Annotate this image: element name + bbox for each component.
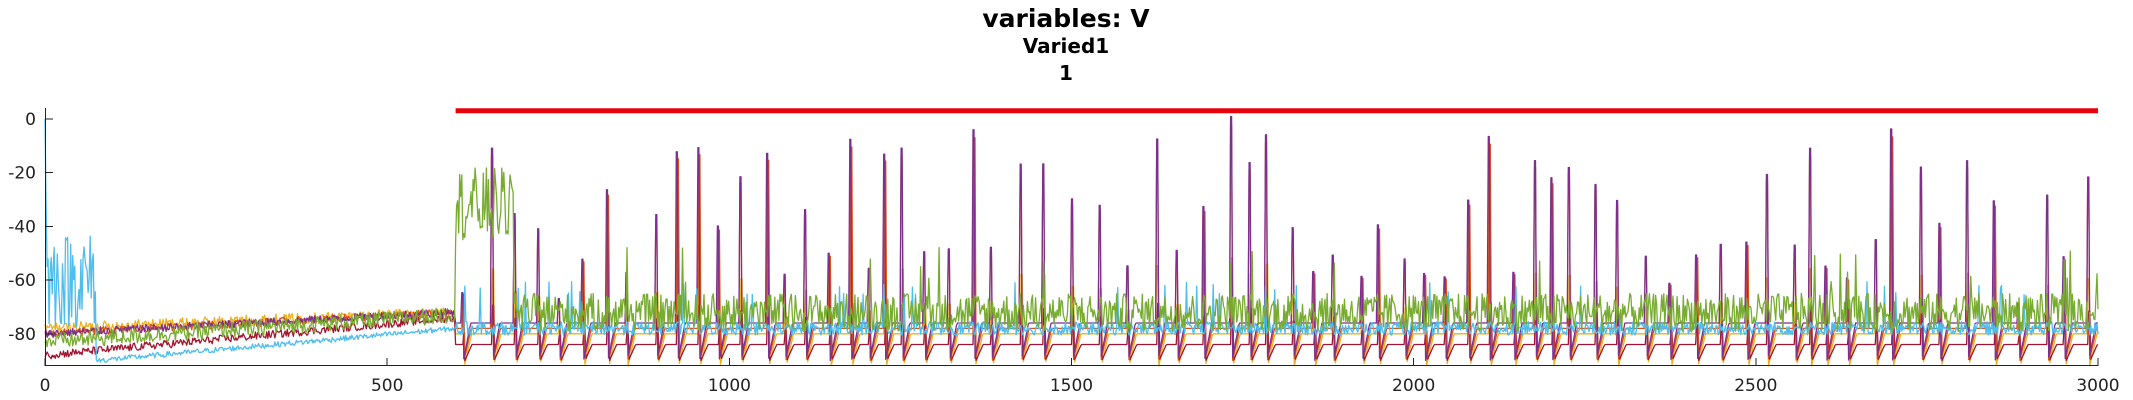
x-tick-label: 2000 xyxy=(1392,376,1435,396)
chart-subtitle-2: 1 xyxy=(1059,61,1073,85)
x-tick-label: 2500 xyxy=(1734,376,1777,396)
y-tick-label: -80 xyxy=(8,325,36,345)
y-ticks: 0 -20 -40 -60 -80 xyxy=(8,110,53,345)
x-tick-label: 0 xyxy=(40,376,51,396)
y-tick-label: -60 xyxy=(8,271,36,291)
x-ticks: 0 500 1000 1500 2000 2500 3000 xyxy=(40,358,2120,396)
y-tick-label: -20 xyxy=(8,164,36,184)
y-tick-label: 0 xyxy=(25,110,36,130)
x-tick-label: 3000 xyxy=(2076,376,2119,396)
chart-subtitle: Varied1 xyxy=(1023,34,1109,58)
x-tick-label: 1500 xyxy=(1050,376,1093,396)
traces xyxy=(44,115,2099,367)
series-line-2 xyxy=(44,167,2099,348)
y-tick-label: -40 xyxy=(8,217,36,237)
plot-area: 0 500 1000 1500 2000 2500 3000 0 -20 -40 -60 -80 xyxy=(8,108,2120,396)
x-tick-label: 1000 xyxy=(708,376,751,396)
x-tick-label: 500 xyxy=(371,376,403,396)
chart-title: variables: V xyxy=(982,4,1150,33)
